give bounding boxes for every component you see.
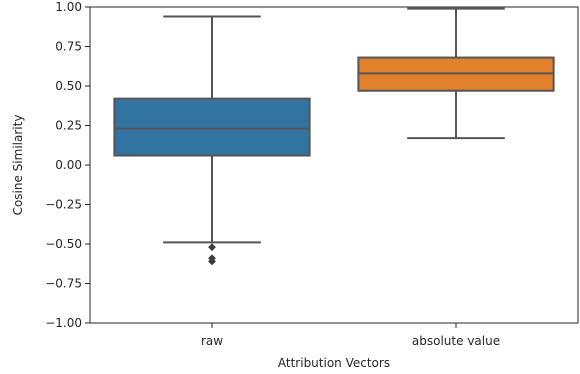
x-tick-label: absolute value xyxy=(412,334,500,348)
outlier-point xyxy=(208,257,216,266)
y-axis-label: Cosine Similarity xyxy=(11,115,25,216)
y-tick-label: 1.00 xyxy=(55,0,82,14)
y-tick-label: −0.75 xyxy=(45,277,82,291)
axes-frame xyxy=(89,6,579,324)
plot-area xyxy=(113,7,555,266)
x-axis-label: Attribution Vectors xyxy=(278,356,390,370)
iqr-box xyxy=(113,97,311,157)
y-tick-label: −0.50 xyxy=(45,237,82,251)
y-tick-label: 0.00 xyxy=(55,158,82,172)
y-tick-label: −0.25 xyxy=(45,198,82,212)
y-tick-label: 0.75 xyxy=(55,40,82,54)
outlier-point xyxy=(208,243,216,252)
y-axis: −1.00 −0.75 −0.50 −0.25 0.00 0.25 0.50 0.75 1.00 xyxy=(45,0,90,330)
y-tick-label: 0.50 xyxy=(55,79,82,93)
x-tick-label: raw xyxy=(201,334,223,348)
x-axis: raw absolute value xyxy=(201,323,500,348)
y-tick-label: −1.00 xyxy=(45,316,82,330)
box-raw xyxy=(113,15,311,266)
box-absolute-value xyxy=(357,7,555,140)
y-tick-label: 0.25 xyxy=(55,119,82,133)
